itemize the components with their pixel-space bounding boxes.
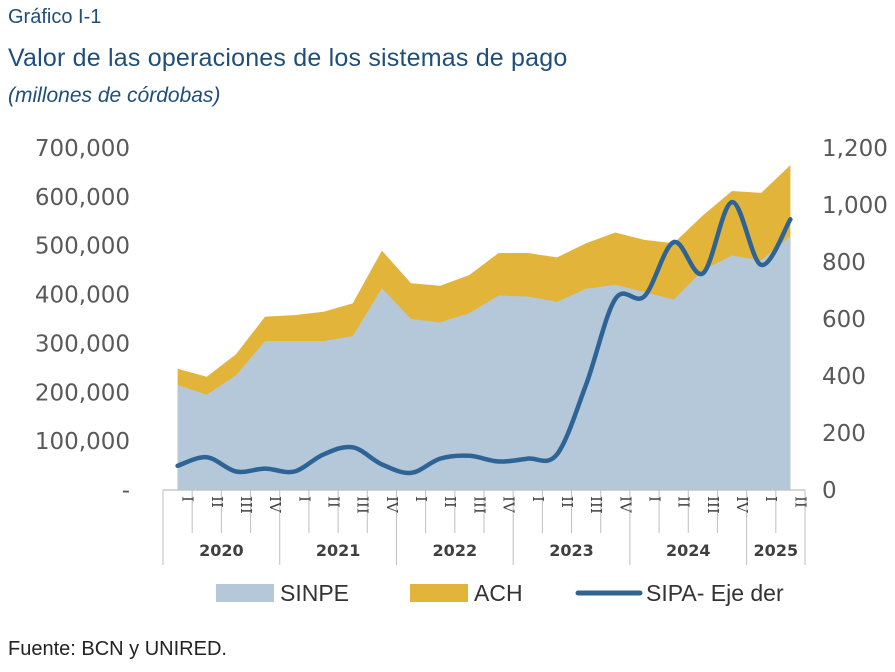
left-axis-tick-label: - bbox=[122, 478, 130, 504]
left-axis-tick-label: 100,000 bbox=[35, 429, 130, 455]
left-axis-tick-label: 300,000 bbox=[35, 331, 130, 357]
legend: SINPE ACH SIPA- Eje der bbox=[216, 580, 784, 606]
quarter-tick-label: I bbox=[646, 496, 664, 502]
right-axis-tick-label: 600 bbox=[822, 307, 866, 333]
quarter-tick-label: I bbox=[179, 496, 197, 502]
quarter-tick-label: IV bbox=[266, 496, 284, 514]
legend-swatch-sinpe bbox=[216, 584, 274, 602]
quarter-tick-label: I bbox=[529, 496, 547, 502]
quarter-tick-label: III bbox=[587, 496, 605, 514]
right-axis-tick-label: 1,000 bbox=[822, 193, 888, 219]
quarter-tick-label: II bbox=[325, 496, 343, 508]
left-axis-tick-label: 700,000 bbox=[35, 136, 130, 162]
quarter-tick-label: III bbox=[354, 496, 372, 514]
chart-subtitle: (millones de córdobas) bbox=[8, 84, 221, 107]
plot-areas bbox=[175, 165, 793, 490]
left-axis-tick-label: 500,000 bbox=[35, 234, 130, 260]
sipa-line bbox=[175, 199, 793, 476]
chart-title: Valor de las operaciones de los sistemas… bbox=[8, 44, 568, 72]
quarter-tick-label: IV bbox=[500, 496, 518, 514]
figure-label: Gráfico I-1 bbox=[8, 6, 102, 28]
right-axis-tick-label: 1,200 bbox=[822, 136, 888, 162]
right-axis-tick-label: 200 bbox=[822, 421, 866, 447]
year-tick-label: 2021 bbox=[316, 541, 361, 560]
quarter-tick-label: IV bbox=[733, 496, 751, 514]
quarter-tick-label: I bbox=[295, 496, 313, 502]
quarter-tick-label: II bbox=[441, 496, 459, 508]
quarter-tick-label: II bbox=[558, 496, 576, 508]
year-tick-label: 2022 bbox=[433, 541, 478, 560]
quarter-tick-label: II bbox=[208, 496, 226, 508]
legend-label-ach: ACH bbox=[474, 580, 523, 606]
quarter-tick-label: IV bbox=[616, 496, 634, 514]
year-tick-label: 2024 bbox=[666, 541, 711, 560]
quarter-tick-label: I bbox=[412, 496, 430, 502]
quarter-tick-label: III bbox=[237, 496, 255, 514]
quarter-tick-label: I bbox=[762, 496, 780, 502]
source-note: Fuente: BCN y UNIRED. bbox=[8, 638, 227, 660]
legend-label-sinpe: SINPE bbox=[280, 580, 349, 606]
left-axis-tick-label: 400,000 bbox=[35, 283, 130, 309]
left-axis-tick-label: 600,000 bbox=[35, 185, 130, 211]
left-axis-tick-label: 200,000 bbox=[35, 380, 130, 406]
quarter-tick-label: II bbox=[791, 496, 809, 508]
axes: - 100,000 200,000 300,000 400,000 500,000 600,… bbox=[35, 136, 888, 565]
right-axis-tick-label: 400 bbox=[822, 364, 866, 390]
quarter-tick-label: III bbox=[704, 496, 722, 514]
legend-swatch-ach bbox=[410, 584, 468, 602]
legend-label-sipa: SIPA- Eje der bbox=[646, 580, 784, 606]
right-axis-tick-label: 800 bbox=[822, 250, 866, 276]
quarter-tick-label: II bbox=[675, 496, 693, 508]
year-tick-label: 2025 bbox=[754, 541, 799, 560]
year-tick-label: 2020 bbox=[199, 541, 244, 560]
year-tick-label: 2023 bbox=[549, 541, 594, 560]
right-axis-tick-label: 0 bbox=[822, 478, 837, 504]
quarter-tick-label: III bbox=[470, 496, 488, 514]
quarter-tick-label: IV bbox=[383, 496, 401, 514]
